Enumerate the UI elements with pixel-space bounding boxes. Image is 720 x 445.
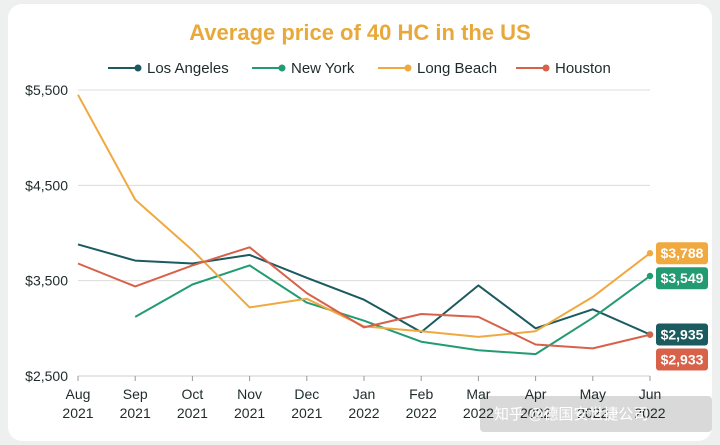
- end-label-text: $3,549: [661, 270, 704, 286]
- x-tick-label-month: Apr: [525, 386, 547, 402]
- end-label-text: $3,788: [661, 245, 704, 261]
- watermark: 知乎 @德国安世捷公司: [480, 396, 712, 432]
- y-tick-label: $4,500: [25, 177, 68, 193]
- x-tick-label-year: 2021: [120, 405, 151, 421]
- legend-label: Long Beach: [417, 60, 497, 77]
- x-tick-label-year: 2022: [577, 405, 608, 421]
- legend-marker: [404, 64, 412, 72]
- x-tick-label-year: 2022: [348, 405, 379, 421]
- tick-labels: $2,500 $3,500 $4,500 $5,500 Aug 2021 Sep 2021 Oc…: [25, 82, 666, 421]
- x-tick-label-month: Oct: [182, 386, 204, 402]
- end-labels: $3,788 $3,549 $2,935 $2,933: [656, 242, 708, 371]
- grid: [77, 89, 651, 381]
- end-label: $2,933: [656, 348, 708, 371]
- legend-item: Los Angeles: [108, 60, 229, 77]
- legend-label: New York: [291, 60, 355, 77]
- end-label-box: [656, 242, 708, 265]
- chart-title: Average price of 40 HC in the US: [189, 20, 531, 45]
- end-label-text: $2,933: [661, 352, 704, 368]
- x-tick-label-month: Feb: [409, 386, 433, 402]
- x-tick-label-month: Sep: [123, 386, 148, 402]
- legend-item: New York: [252, 60, 355, 77]
- x-tick-label-month: Jun: [639, 386, 662, 402]
- x-tick-label-year: 2021: [291, 405, 322, 421]
- series-line: [134, 264, 651, 356]
- y-tick-label: $2,500: [25, 368, 68, 384]
- x-tick-label-year: 2021: [177, 405, 208, 421]
- legend-label: Los Angeles: [147, 60, 229, 77]
- y-tick-label: $3,500: [25, 273, 68, 289]
- legend-label: Houston: [555, 60, 611, 77]
- end-label-box: [656, 267, 708, 290]
- legend-item: Houston: [516, 60, 611, 77]
- x-tick-label-year: 2022: [406, 405, 437, 421]
- series-end-marker: [646, 272, 654, 280]
- legend: Los Angeles New York Long Beach Houston: [108, 60, 611, 77]
- x-tick-label-month: May: [580, 386, 606, 402]
- legend-marker: [278, 64, 286, 72]
- end-label: $3,549: [656, 267, 708, 290]
- x-tick-label-month: Aug: [66, 386, 91, 402]
- series-line: [77, 246, 651, 350]
- watermark-text: 知乎 @德国安世捷公司: [494, 405, 648, 423]
- y-tick-label: $5,500: [25, 82, 68, 98]
- end-label: $3,788: [656, 242, 708, 265]
- chart-card: Average price of 40 HC in the US Los Ang…: [8, 4, 712, 441]
- x-tick-label-year: 2022: [520, 405, 551, 421]
- end-label-box: [656, 348, 708, 371]
- x-tick-label-year: 2022: [634, 405, 665, 421]
- x-tick-label-year: 2021: [234, 405, 265, 421]
- line-chart: Average price of 40 HC in the US Los Ang…: [25, 20, 712, 432]
- series-lines: [77, 94, 654, 356]
- legend-marker: [542, 64, 550, 72]
- x-tick-label-month: Jan: [353, 386, 376, 402]
- x-tick-label-month: Dec: [294, 386, 319, 402]
- end-label-box: [656, 323, 708, 346]
- x-tick-label-year: 2021: [62, 405, 93, 421]
- x-tick-label-year: 2022: [463, 405, 494, 421]
- series-line: [77, 243, 651, 336]
- end-label-text: $2,935: [661, 327, 704, 343]
- x-tick-label-month: Nov: [237, 386, 262, 402]
- x-tick-label-month: Mar: [466, 386, 490, 402]
- legend-item: Long Beach: [378, 60, 497, 77]
- series-end-marker: [646, 331, 654, 338]
- legend-marker: [134, 64, 142, 72]
- series-end-marker: [646, 250, 654, 257]
- end-label: $2,935: [656, 323, 708, 346]
